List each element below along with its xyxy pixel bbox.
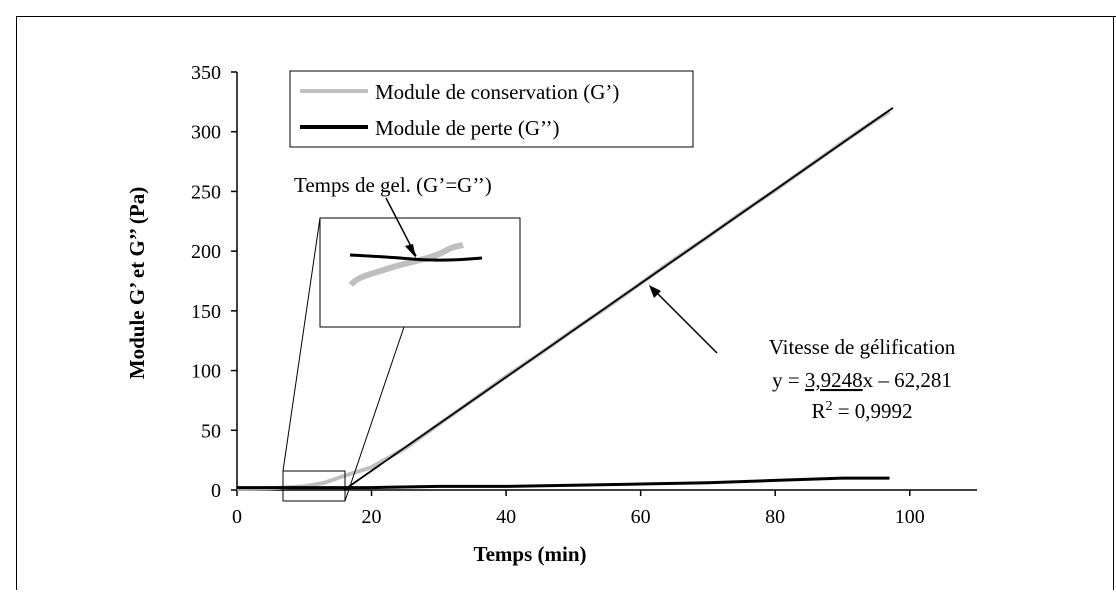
x-tick-label: 60	[631, 506, 651, 528]
x-tick-label: 80	[765, 506, 785, 528]
zoom-inset-box	[319, 217, 521, 328]
rate-arrow	[650, 286, 718, 354]
legend: Module de conservation (G’) Module de pe…	[289, 70, 694, 148]
y-tick-label: 350	[191, 62, 221, 84]
y-tick-label: 100	[191, 361, 221, 383]
x-axis-title: Temps (min)	[474, 542, 587, 566]
fit-equation-suffix: x – 62,281	[863, 368, 952, 392]
legend-label-gprime: Module de conservation (G’)	[375, 80, 619, 104]
y-axis-title: Module G’ et G’’ (Pa)	[125, 187, 149, 379]
y-tick-label: 200	[191, 241, 221, 263]
x-tick-label: 0	[232, 506, 242, 528]
zoom-connector-left	[282, 217, 321, 472]
r2-value: = 0,9992	[832, 399, 912, 423]
y-tick-label: 150	[191, 301, 221, 323]
x-tick-label: 20	[362, 506, 382, 528]
y-tick-label: 300	[191, 122, 221, 144]
rate-arrowhead	[649, 285, 661, 298]
legend-label-gsecond: Module de perte (G’’)	[375, 116, 559, 140]
fit-equation: y = 3,9248x – 62,281	[772, 368, 952, 392]
gel-time-arrowhead	[405, 244, 416, 258]
x-ticks: 0 20 40 60 80 100	[232, 490, 925, 528]
y-tick-label: 50	[201, 420, 221, 442]
fit-equation-slope: 3,9248	[805, 368, 863, 392]
rate-label: Vitesse de gélification	[769, 335, 956, 359]
y-tick-label: 0	[211, 480, 221, 502]
zoom-connector-right	[344, 326, 405, 502]
gel-time-label: Temps de gel. (G’=G’’)	[294, 173, 492, 197]
x-tick-label: 100	[895, 506, 925, 528]
fit-r2: R2 = 0,9992	[811, 399, 912, 423]
r2-exponent: 2	[825, 399, 832, 414]
inset-gsecond-curve	[349, 253, 483, 262]
x-tick-label: 40	[496, 506, 516, 528]
zoom-source-box	[282, 470, 346, 502]
zoom-inset	[319, 217, 521, 328]
y-tick-label: 250	[191, 181, 221, 203]
y-ticks: 0 50 100 150 200 250 300 350	[191, 62, 237, 502]
legend-box	[289, 70, 694, 148]
fit-line	[343, 107, 894, 491]
r2-prefix: R	[811, 399, 825, 423]
fit-equation-prefix: y =	[772, 368, 805, 392]
